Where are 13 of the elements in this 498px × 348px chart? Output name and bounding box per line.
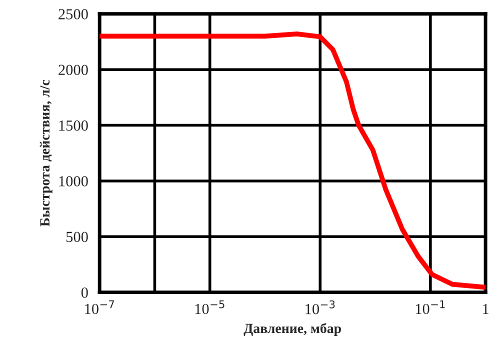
x-tick-label: 10$^{−3}$	[306, 300, 335, 314]
y-tick-label: 2000	[58, 64, 88, 76]
x-axis-title: Давление, мбар	[244, 323, 341, 336]
x-tick-label: 10$^{−5}$	[195, 300, 224, 314]
y-tick-label: 500	[66, 232, 88, 242]
x-tick-label: 10$^{−1}$	[416, 300, 445, 314]
x-tick-label: 10$^{−7}$	[85, 300, 114, 314]
y-tick-label: 0	[81, 287, 88, 298]
y-axis-title: Быстрота действия, л/с	[40, 80, 52, 226]
y-tick-label: 2500	[58, 9, 88, 20]
y-tick-label: 1000	[59, 176, 88, 186]
y-tick-label: 1500	[59, 120, 88, 131]
x-tick-label: 1	[483, 304, 488, 314]
